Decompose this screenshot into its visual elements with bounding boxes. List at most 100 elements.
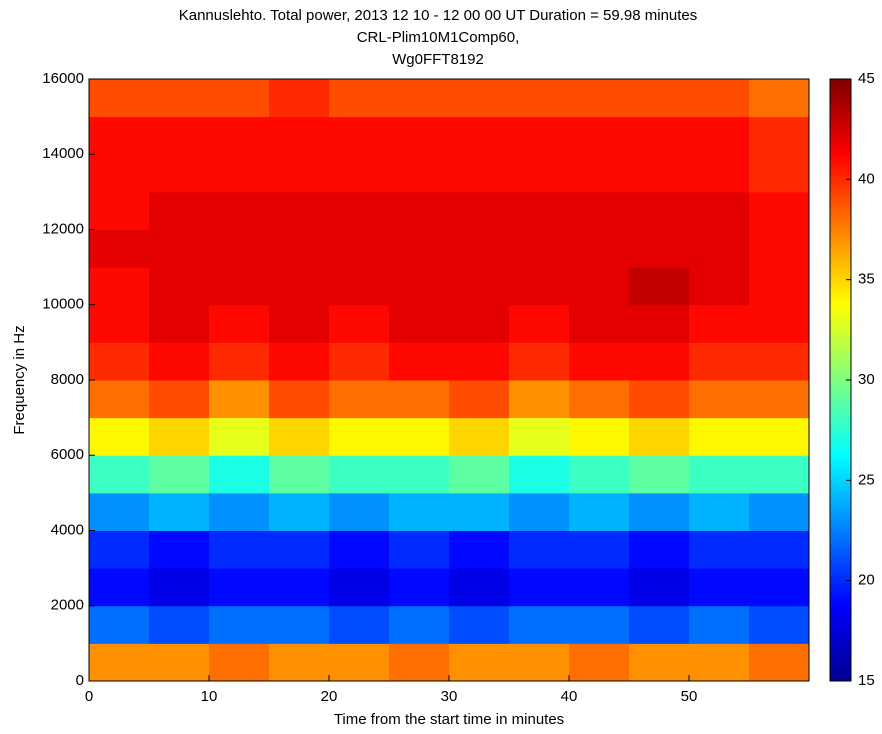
- heat-cell: [209, 267, 270, 306]
- heat-cell: [89, 492, 150, 531]
- heat-cell: [329, 568, 390, 607]
- heat-cell: [329, 417, 390, 456]
- heat-cell: [569, 267, 630, 306]
- heat-cell: [689, 154, 750, 193]
- x-tick-label: 50: [681, 688, 698, 705]
- heat-cell: [209, 79, 270, 118]
- heat-cell: [689, 304, 750, 343]
- heat-cell: [689, 417, 750, 456]
- heat-cell: [389, 191, 450, 230]
- heat-cell: [509, 530, 570, 569]
- heat-cell: [629, 267, 690, 306]
- y-tick-label: 4000: [51, 521, 84, 538]
- chart-title: CRL-Plim10M1Comp60,: [357, 29, 520, 46]
- heat-cell: [749, 191, 810, 230]
- heat-cell: [689, 455, 750, 494]
- heat-cell: [389, 116, 450, 155]
- heat-cell: [449, 605, 510, 644]
- heat-cell: [209, 304, 270, 343]
- heat-cell: [329, 455, 390, 494]
- heat-cell: [749, 154, 810, 193]
- heat-cell: [209, 116, 270, 155]
- heat-cell: [569, 191, 630, 230]
- heat-cell: [329, 492, 390, 531]
- heat-cell: [569, 304, 630, 343]
- heat-cell: [389, 417, 450, 456]
- heat-cell: [389, 530, 450, 569]
- heat-cell: [689, 530, 750, 569]
- heat-cell: [89, 304, 150, 343]
- heat-cell: [509, 154, 570, 193]
- colorbar-tick-label: 45: [858, 70, 875, 87]
- heat-cell: [449, 530, 510, 569]
- heat-cell: [569, 417, 630, 456]
- heat-cell: [89, 154, 150, 193]
- heat-cell: [629, 79, 690, 118]
- y-axis-label: Frequency in Hz: [11, 325, 28, 434]
- heat-cell: [569, 380, 630, 419]
- heat-cell: [329, 154, 390, 193]
- y-tick-label: 16000: [42, 70, 84, 87]
- heat-cell: [269, 417, 330, 456]
- colorbar-tick-label: 30: [858, 371, 875, 388]
- heat-cell: [449, 342, 510, 381]
- heat-cell: [389, 267, 450, 306]
- heat-cell: [689, 229, 750, 268]
- heat-cell: [749, 530, 810, 569]
- heat-cell: [749, 455, 810, 494]
- y-tick-label: 2000: [51, 597, 84, 614]
- heat-cell: [749, 342, 810, 381]
- heat-cell: [389, 643, 450, 682]
- heat-cell: [569, 568, 630, 607]
- heat-cell: [509, 304, 570, 343]
- heat-cell: [149, 568, 210, 607]
- heat-cell: [329, 530, 390, 569]
- heat-cell: [509, 191, 570, 230]
- heat-cell: [569, 492, 630, 531]
- heat-cell: [89, 191, 150, 230]
- heat-cell: [329, 342, 390, 381]
- heat-cell: [569, 605, 630, 644]
- heat-cell: [689, 643, 750, 682]
- heat-cell: [509, 492, 570, 531]
- heat-cell: [569, 643, 630, 682]
- heat-cell: [269, 455, 330, 494]
- heat-cell: [749, 643, 810, 682]
- heat-cell: [149, 267, 210, 306]
- x-axis-label: Time from the start time in minutes: [334, 711, 564, 728]
- heat-cell: [629, 304, 690, 343]
- heat-cell: [449, 79, 510, 118]
- heat-cell: [389, 229, 450, 268]
- chart-title: Kannuslehto. Total power, 2013 12 10 - 1…: [179, 7, 698, 24]
- heat-cell: [509, 342, 570, 381]
- heat-cell: [629, 380, 690, 419]
- heat-cell: [749, 380, 810, 419]
- heat-cell: [89, 455, 150, 494]
- x-tick-label: 30: [441, 688, 458, 705]
- x-tick-label: 0: [85, 688, 93, 705]
- heat-cell: [449, 229, 510, 268]
- heat-cell: [749, 568, 810, 607]
- heat-cell: [389, 605, 450, 644]
- heat-cell: [629, 417, 690, 456]
- y-tick-label: 0: [76, 672, 84, 689]
- heat-cell: [509, 568, 570, 607]
- heat-cell: [629, 568, 690, 607]
- heat-cell: [269, 342, 330, 381]
- heat-cell: [389, 455, 450, 494]
- heat-cell: [149, 79, 210, 118]
- heat-cell: [209, 380, 270, 419]
- heat-cell: [509, 229, 570, 268]
- heat-cell: [689, 79, 750, 118]
- heat-cell: [689, 342, 750, 381]
- heat-cell: [389, 79, 450, 118]
- heat-cell: [209, 342, 270, 381]
- heat-cell: [329, 267, 390, 306]
- heat-cell: [149, 417, 210, 456]
- heat-cell: [89, 605, 150, 644]
- heat-cell: [509, 116, 570, 155]
- x-tick-label: 10: [201, 688, 218, 705]
- heat-cell: [269, 267, 330, 306]
- heat-cell: [389, 304, 450, 343]
